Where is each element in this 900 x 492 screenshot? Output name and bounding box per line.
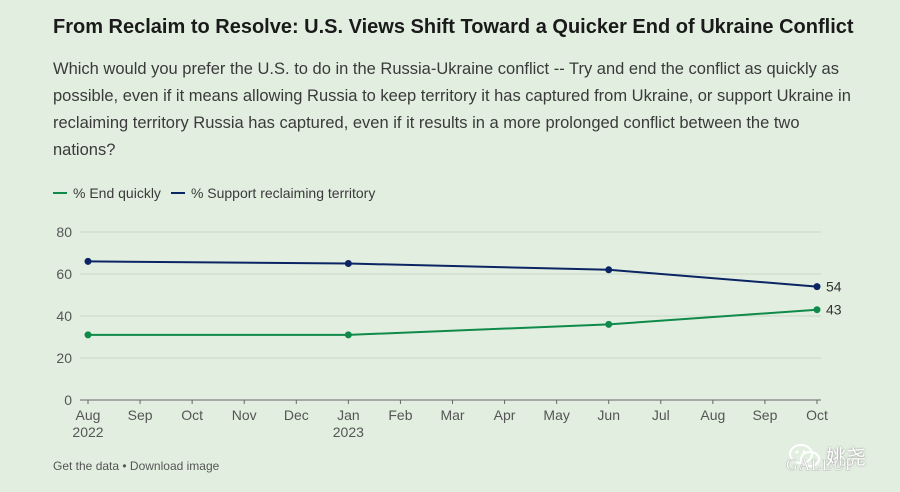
x-tick-label: Jan [337, 407, 360, 423]
x-tick-label: Jul [652, 407, 670, 423]
x-tick-label: Oct [181, 407, 203, 423]
chart-subtitle: Which would you prefer the U.S. to do in… [53, 60, 851, 159]
chart-title: From Reclaim to Resolve: U.S. Views Shif… [53, 16, 854, 38]
x-tick-label: Sep [128, 407, 153, 423]
x-tick-year-label: 2023 [333, 424, 364, 440]
legend-item-support-reclaiming: % Support reclaiming territory [170, 185, 376, 201]
end-value-label: 54 [826, 279, 842, 295]
data-point [605, 320, 613, 328]
data-point [813, 283, 821, 291]
y-tick-label: 80 [56, 224, 72, 240]
series-line-1 [87, 260, 818, 288]
y-tick-label: 0 [64, 392, 72, 408]
legend: % End quickly % Support reclaiming terri… [53, 185, 385, 201]
y-tick-label: 20 [56, 350, 72, 366]
x-tick-label: Dec [284, 407, 309, 423]
x-tick-label: Sep [752, 407, 777, 423]
y-tick-label: 40 [56, 308, 72, 324]
x-tick-label: Aug [700, 407, 725, 423]
data-point [344, 331, 352, 339]
data-point [813, 306, 821, 314]
data-point [84, 331, 92, 339]
end-value-label: 43 [826, 302, 842, 318]
x-tick-label: Feb [388, 407, 412, 423]
legend-label-support-reclaiming: % Support reclaiming territory [190, 185, 376, 201]
download-image-link[interactable]: Download image [129, 459, 220, 473]
x-tick-year-label: 2022 [72, 424, 103, 440]
x-tick-label: May [543, 407, 569, 423]
x-tick-label: Nov [232, 407, 257, 423]
x-tick-label: Apr [494, 407, 516, 423]
data-point [344, 260, 352, 267]
wechat-icon [788, 443, 822, 474]
watermark: 姚尧 [788, 441, 878, 481]
y-tick-label: 60 [56, 266, 72, 282]
footer-separator: • [119, 459, 130, 473]
get-data-link[interactable]: Get the data [53, 459, 120, 473]
x-tick-label: Oct [806, 407, 828, 423]
gallup-logo: GALLUP [786, 457, 856, 474]
x-tick-label: Jun [597, 407, 620, 423]
legend-label-end-quickly: % End quickly [73, 185, 161, 201]
x-tick-label: Mar [440, 407, 464, 423]
watermark-text: 姚尧 [826, 445, 866, 469]
legend-swatch-end-quickly [53, 192, 67, 194]
legend-swatch-support-reclaiming [170, 192, 185, 194]
footer: Get the data • Download image [53, 459, 219, 473]
series-line-0 [88, 308, 818, 336]
x-tick-label: Aug [76, 407, 101, 423]
legend-item-end-quickly: % End quickly [53, 185, 161, 201]
data-point [605, 266, 613, 274]
data-point [84, 257, 92, 265]
